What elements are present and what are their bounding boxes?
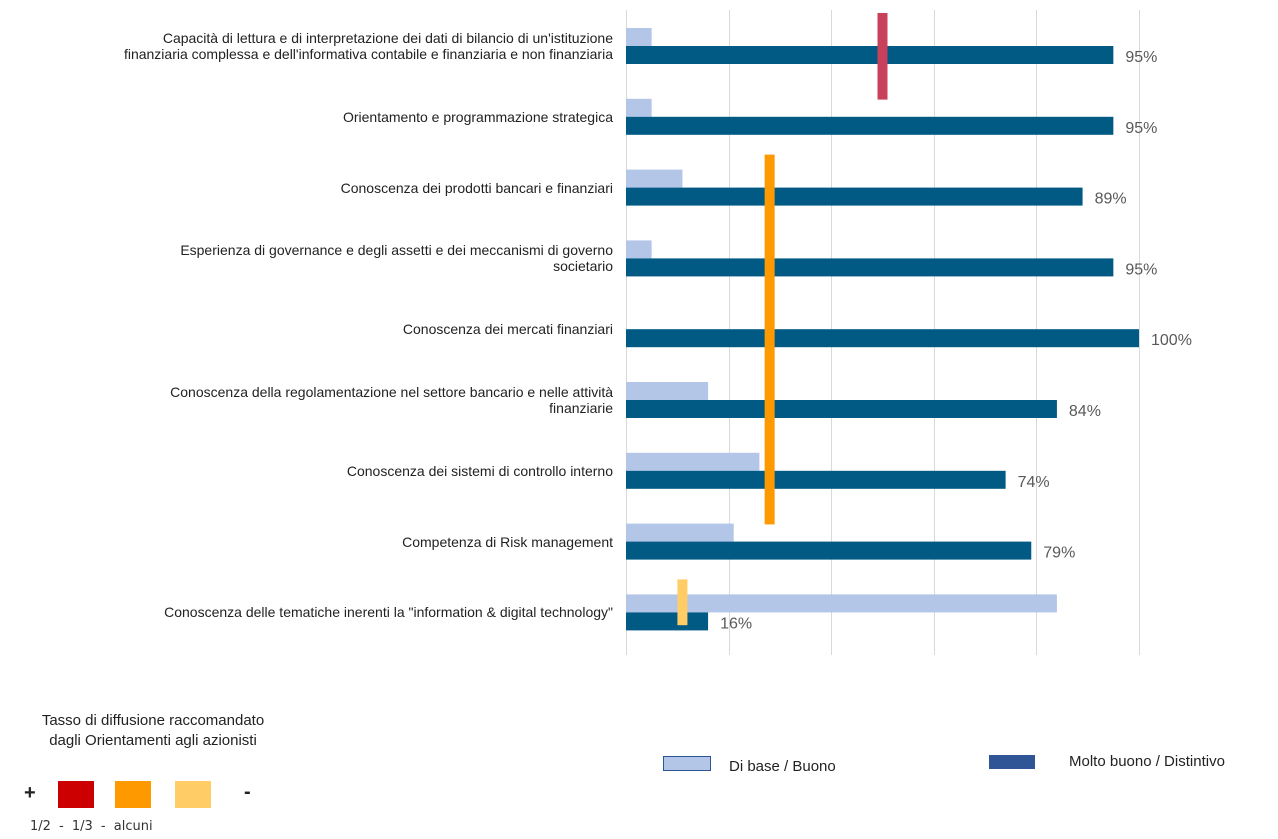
bar-base	[626, 169, 683, 188]
data-label: 16%	[720, 615, 752, 632]
bar-distinctive	[626, 116, 1114, 135]
category-label: Conoscenza dei mercati finanziari	[402, 321, 613, 338]
key-plus-sign: +	[24, 782, 36, 804]
bar-chart: 95% 95% 89% 95% 100% 84% 74% 79% 16%	[626, 10, 1192, 655]
key-box-half	[58, 781, 94, 808]
data-label: 84%	[1069, 403, 1101, 420]
category-label: Capacità di lettura e di interpretazione…	[123, 30, 613, 62]
category-label: Conoscenza delle tematiche inerenti la "…	[164, 604, 613, 621]
bar-distinctive	[626, 258, 1114, 277]
legend-label-base: Di base / Buono	[729, 758, 836, 775]
bar-distinctive	[626, 541, 1032, 560]
bar-distinctive	[626, 470, 1006, 489]
data-label: 74%	[1018, 474, 1050, 491]
data-label: 95%	[1125, 120, 1157, 137]
bar-distinctive	[626, 46, 1114, 64]
category-label: Conoscenza dei sistemi di controllo inte…	[346, 462, 613, 479]
key-box-some	[175, 781, 211, 808]
key-box-third	[115, 781, 151, 808]
key-fractions: 1/2 - 1/3 - alcuni	[30, 819, 153, 834]
bar-distinctive	[626, 187, 1083, 206]
bar-base	[626, 240, 652, 259]
legend-label-distinctive: Molto buono / Distintivo	[1069, 753, 1225, 770]
data-label: 89%	[1095, 191, 1127, 208]
bar-base	[626, 382, 709, 400]
bar-base	[626, 523, 734, 542]
legend-swatch-base	[663, 756, 711, 771]
reference-marker	[677, 579, 688, 626]
bar-distinctive	[626, 329, 1139, 348]
category-label: Esperienza di governance e degli assetti…	[180, 242, 613, 275]
data-label: 79%	[1043, 545, 1075, 562]
key-title: Tasso di diffusione raccomandato dagli O…	[41, 712, 265, 749]
category-label: Competenza di Risk management	[402, 533, 613, 550]
bar-distinctive	[626, 612, 709, 631]
bar-base	[626, 452, 760, 471]
data-label: 95%	[1125, 49, 1157, 66]
category-label: Conoscenza della regolamentazione nel se…	[170, 384, 613, 416]
reference-marker	[877, 13, 888, 100]
bar-distinctive	[626, 400, 1057, 418]
category-label: Conoscenza dei prodotti bancari e finanz…	[340, 179, 613, 196]
key-minus-sign: -	[244, 781, 251, 803]
bar-base	[626, 594, 1057, 613]
data-label: 100%	[1151, 332, 1192, 349]
category-label: Orientamento e programmazione strategica	[342, 108, 613, 125]
legend-swatch-distinctive	[989, 755, 1035, 769]
data-label: 95%	[1125, 261, 1157, 278]
bar-base	[626, 28, 652, 46]
reference-marker	[764, 154, 775, 525]
bar-base	[626, 98, 652, 117]
